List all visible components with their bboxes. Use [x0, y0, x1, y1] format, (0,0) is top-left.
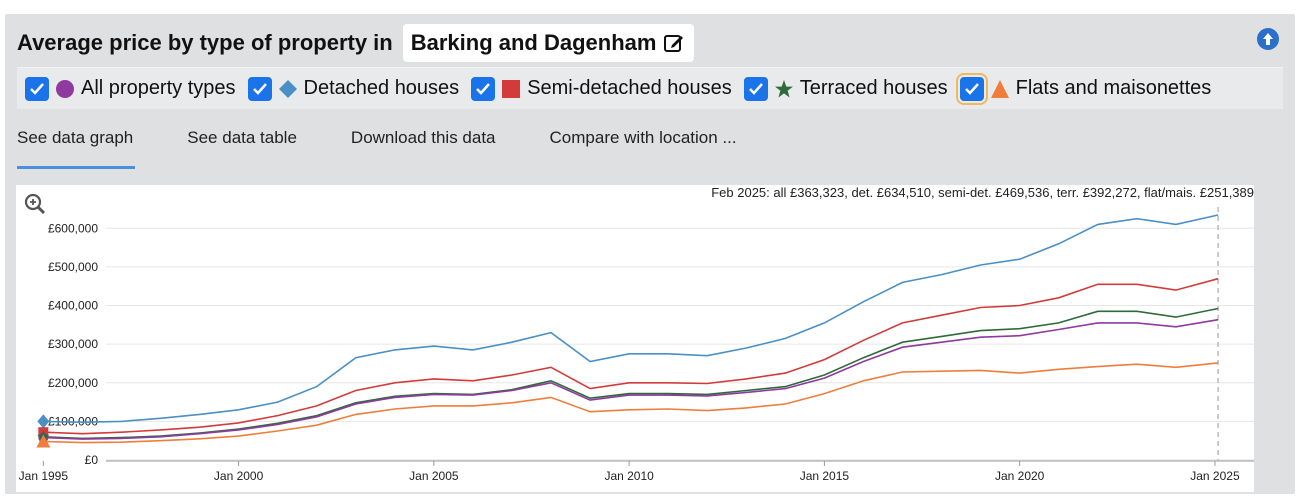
- series-line: [43, 214, 1219, 424]
- square-marker-icon: [502, 79, 521, 98]
- legend-label-flats: Flats and maisonettes: [1015, 77, 1212, 99]
- x-tick-label: Jan 2015: [800, 469, 850, 483]
- x-tick-label: Jan 2000: [214, 469, 264, 483]
- x-tick-label: Jan 2010: [604, 469, 654, 483]
- check-icon: [476, 82, 491, 95]
- start-marker-triangle: [36, 434, 51, 448]
- latest-values-annotation: Feb 2025: all £363,323, det. £634,510, s…: [711, 185, 1254, 200]
- legend-item-all[interactable]: All property types: [25, 76, 236, 101]
- x-tick-label: Jan 2005: [409, 469, 459, 483]
- x-tick-label: Jan 2020: [995, 469, 1045, 483]
- checkbox-semi[interactable]: [471, 76, 496, 101]
- check-icon: [748, 82, 763, 95]
- chart-panel: Average price by type of property in Bar…: [5, 14, 1295, 494]
- legend-label-detached: Detached houses: [303, 77, 460, 99]
- series-line: [43, 362, 1219, 444]
- x-tick-label: Jan 2025: [1190, 469, 1240, 483]
- tab-compare-location[interactable]: Compare with location ...: [549, 128, 737, 147]
- checkbox-flats[interactable]: [955, 72, 988, 105]
- legend-item-flats[interactable]: Flats and maisonettes: [955, 72, 1212, 105]
- tab-see-data-table[interactable]: See data table: [187, 128, 297, 147]
- series-legend: All property types Detached houses Semi-…: [17, 67, 1283, 109]
- check-icon: [252, 82, 267, 95]
- triangle-marker-icon: [990, 79, 1009, 98]
- check-icon: [964, 82, 979, 95]
- legend-label-all: All property types: [81, 77, 236, 99]
- zoom-in-icon[interactable]: [24, 193, 46, 215]
- series-line: [43, 277, 1219, 435]
- scroll-up-button[interactable]: [1257, 28, 1279, 50]
- chart-title: Average price by type of property in: [17, 30, 393, 55]
- star-marker-icon: [774, 79, 793, 97]
- y-tick-label: £400,000: [48, 299, 98, 313]
- legend-item-semi[interactable]: Semi-detached houses: [471, 76, 732, 101]
- chart-area[interactable]: Feb 2025: all £363,323, det. £634,510, s…: [16, 185, 1254, 492]
- location-selector[interactable]: Barking and Dagenham: [402, 24, 695, 62]
- series-line: [43, 307, 1219, 440]
- checkbox-all[interactable]: [25, 76, 49, 101]
- y-tick-label: £500,000: [48, 260, 98, 274]
- title-row: Average price by type of property in Bar…: [17, 24, 695, 62]
- circle-marker-icon: [56, 79, 74, 98]
- x-tick-label: Jan 1995: [19, 469, 69, 483]
- y-tick-label: £300,000: [48, 337, 98, 351]
- legend-label-semi: Semi-detached houses: [527, 77, 732, 99]
- y-tick-label: £600,000: [48, 221, 98, 235]
- price-line-chart: £0£100,000£200,000£300,000£400,000£500,0…: [19, 207, 1254, 483]
- view-tabs: See data graph See data table Download t…: [17, 118, 791, 169]
- edit-icon: [664, 35, 684, 52]
- arrow-up-icon: [1263, 33, 1273, 45]
- diamond-marker-icon: [278, 79, 297, 98]
- start-marker-diamond: [37, 414, 50, 429]
- location-name: Barking and Dagenham: [410, 30, 657, 55]
- series-line: [43, 318, 1219, 440]
- tab-see-data-graph[interactable]: See data graph: [17, 118, 136, 169]
- legend-label-terraced: Terraced houses: [799, 77, 948, 99]
- check-icon: [30, 82, 44, 95]
- legend-item-terraced[interactable]: Terraced houses: [743, 76, 948, 101]
- legend-item-detached[interactable]: Detached houses: [247, 76, 460, 101]
- checkbox-terraced[interactable]: [743, 76, 768, 101]
- y-tick-label: £200,000: [48, 376, 98, 390]
- tab-download-data[interactable]: Download this data: [350, 128, 496, 147]
- checkbox-detached[interactable]: [247, 76, 272, 101]
- y-tick-label: £0: [85, 453, 99, 467]
